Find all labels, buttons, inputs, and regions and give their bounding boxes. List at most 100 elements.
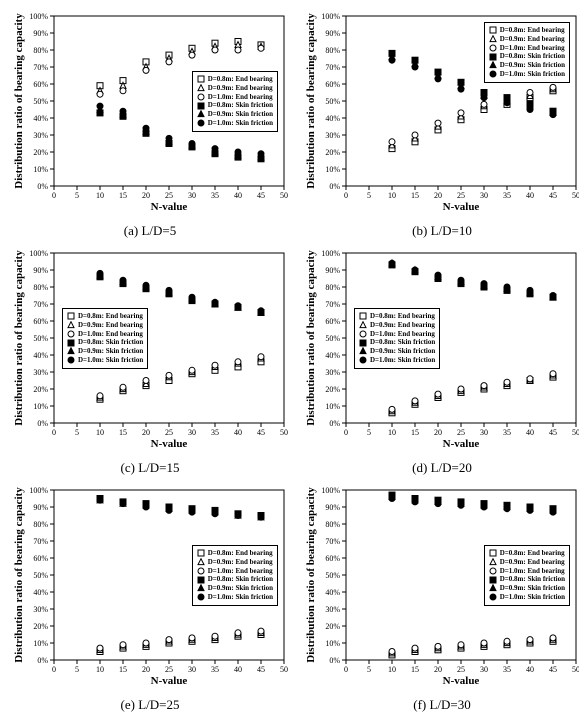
svg-text:0: 0 (344, 428, 348, 437)
svg-text:90%: 90% (325, 266, 340, 275)
x-axis-label: N-value (443, 675, 480, 687)
svg-text:50%: 50% (33, 571, 48, 580)
legend-item: D=0.9m: End bearing (197, 84, 273, 93)
svg-text:90%: 90% (325, 29, 340, 38)
y-axis-label: Distribution ratio of bearing capacity (13, 13, 25, 189)
svg-text:80%: 80% (33, 46, 48, 55)
svg-text:25: 25 (165, 665, 173, 674)
legend: D=0.8m: End bearingD=0.9m: End bearingD=… (484, 22, 570, 83)
svg-text:30%: 30% (325, 605, 340, 614)
legend-item: D=1.0m: Skin friction (197, 593, 273, 602)
panel-caption: (f) L/D=30 (413, 697, 471, 713)
svg-text:15: 15 (411, 191, 419, 200)
legend-item: D=0.8m: End bearing (489, 26, 565, 35)
chart-wrap: 051015202530354045500%10%20%30%40%50%60%… (10, 10, 290, 219)
svg-text:20%: 20% (325, 385, 340, 394)
legend-label: D=0.9m: Skin friction (500, 61, 565, 70)
svg-text:30: 30 (188, 191, 196, 200)
svg-text:60%: 60% (33, 80, 48, 89)
svg-text:30: 30 (480, 665, 488, 674)
panel-caption: (c) L/D=15 (121, 460, 180, 476)
legend-item: D=0.9m: Skin friction (197, 110, 273, 119)
legend-item: D=0.9m: Skin friction (359, 347, 435, 356)
x-axis-label: N-value (151, 675, 188, 687)
legend-label: D=0.8m: End bearing (500, 549, 565, 558)
svg-text:20%: 20% (33, 622, 48, 631)
svg-text:25: 25 (457, 665, 465, 674)
svg-text:5: 5 (75, 428, 79, 437)
svg-text:35: 35 (211, 665, 219, 674)
svg-text:10: 10 (96, 191, 104, 200)
svg-text:100%: 100% (29, 486, 48, 495)
x-axis-label: N-value (151, 201, 188, 213)
svg-text:100%: 100% (321, 249, 340, 258)
svg-text:30%: 30% (33, 368, 48, 377)
chart-wrap: 051015202530354045500%10%20%30%40%50%60%… (302, 10, 579, 219)
legend-label: D=1.0m: Skin friction (500, 593, 565, 602)
svg-text:50: 50 (280, 428, 288, 437)
svg-text:45: 45 (549, 191, 557, 200)
svg-text:90%: 90% (325, 503, 340, 512)
legend-item: D=1.0m: End bearing (359, 330, 435, 339)
svg-text:80%: 80% (325, 46, 340, 55)
svg-text:50%: 50% (325, 334, 340, 343)
svg-text:50: 50 (572, 665, 579, 674)
svg-text:0%: 0% (329, 419, 340, 428)
svg-text:5: 5 (367, 665, 371, 674)
legend-item: D=0.9m: Skin friction (67, 347, 143, 356)
svg-text:0%: 0% (37, 182, 48, 191)
svg-text:0: 0 (344, 665, 348, 674)
chart-grid: 051015202530354045500%10%20%30%40%50%60%… (10, 10, 569, 713)
legend-label: D=1.0m: Skin friction (78, 356, 143, 365)
legend-item: D=1.0m: End bearing (489, 44, 565, 53)
svg-text:50%: 50% (325, 571, 340, 580)
svg-text:50: 50 (572, 428, 579, 437)
legend-label: D=0.9m: Skin friction (78, 347, 143, 356)
chart-svg: 051015202530354045500%10%20%30%40%50%60%… (10, 247, 290, 451)
svg-text:30: 30 (480, 428, 488, 437)
svg-text:10%: 10% (33, 165, 48, 174)
svg-text:30: 30 (188, 428, 196, 437)
chart-panel-e: 051015202530354045500%10%20%30%40%50%60%… (10, 484, 290, 713)
svg-text:15: 15 (411, 428, 419, 437)
svg-text:30%: 30% (325, 131, 340, 140)
legend-item: D=0.8m: End bearing (197, 75, 273, 84)
svg-text:0%: 0% (37, 656, 48, 665)
chart-panel-f: 051015202530354045500%10%20%30%40%50%60%… (302, 484, 579, 713)
svg-text:35: 35 (211, 191, 219, 200)
svg-text:10%: 10% (325, 165, 340, 174)
legend-label: D=1.0m: Skin friction (208, 119, 273, 128)
legend-label: D=0.9m: Skin friction (208, 584, 273, 593)
svg-text:10%: 10% (33, 639, 48, 648)
svg-text:30%: 30% (33, 131, 48, 140)
svg-text:60%: 60% (33, 554, 48, 563)
svg-text:25: 25 (165, 428, 173, 437)
svg-text:15: 15 (119, 191, 127, 200)
svg-text:20%: 20% (325, 148, 340, 157)
svg-text:20%: 20% (33, 385, 48, 394)
chart-wrap: 051015202530354045500%10%20%30%40%50%60%… (302, 247, 579, 456)
legend-item: D=0.8m: End bearing (197, 549, 273, 558)
legend-label: D=0.9m: End bearing (500, 35, 565, 44)
svg-text:15: 15 (119, 428, 127, 437)
chart-panel-b: 051015202530354045500%10%20%30%40%50%60%… (302, 10, 579, 239)
svg-text:25: 25 (457, 191, 465, 200)
svg-text:10%: 10% (325, 639, 340, 648)
svg-text:0: 0 (344, 191, 348, 200)
svg-text:10%: 10% (33, 402, 48, 411)
svg-text:80%: 80% (325, 520, 340, 529)
svg-text:35: 35 (503, 428, 511, 437)
svg-text:45: 45 (257, 428, 265, 437)
x-axis-label: N-value (151, 438, 188, 450)
svg-text:60%: 60% (325, 80, 340, 89)
legend-item: D=0.8m: End bearing (489, 549, 565, 558)
svg-text:0: 0 (52, 191, 56, 200)
legend-item: D=0.9m: End bearing (489, 35, 565, 44)
legend-item: D=0.9m: End bearing (359, 321, 435, 330)
svg-text:5: 5 (367, 191, 371, 200)
chart-panel-d: 051015202530354045500%10%20%30%40%50%60%… (302, 247, 579, 476)
svg-text:35: 35 (211, 428, 219, 437)
legend-label: D=0.8m: Skin friction (500, 52, 565, 61)
legend-label: D=1.0m: End bearing (370, 330, 435, 339)
legend-label: D=0.9m: Skin friction (370, 347, 435, 356)
